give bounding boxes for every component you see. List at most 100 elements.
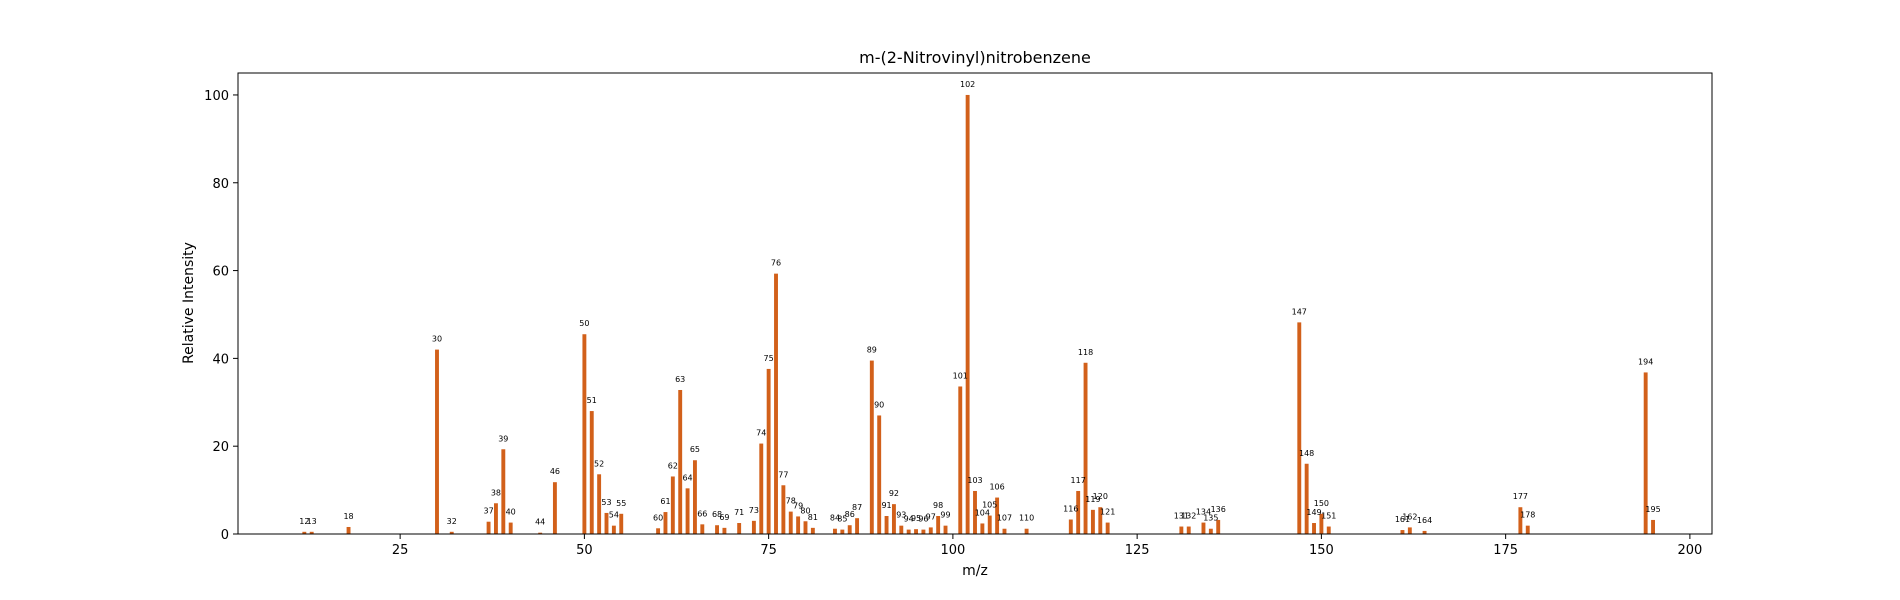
bar-label-mz-120: 120 [1093, 492, 1108, 501]
bar-label-mz-178: 178 [1520, 511, 1535, 520]
bar-label-mz-96: 96 [918, 515, 928, 524]
x-tick-label-200: 200 [1677, 543, 1702, 558]
x-axis-label: m/z [962, 563, 988, 579]
bar-label-mz-110: 110 [1019, 514, 1034, 523]
bar-label-mz-89: 89 [867, 346, 877, 355]
bar-label-mz-132: 132 [1181, 512, 1196, 521]
bar-mz-52 [597, 474, 602, 534]
bar-label-mz-90: 90 [874, 400, 884, 409]
bar-label-mz-99: 99 [940, 511, 950, 520]
bar-label-mz-74: 74 [756, 429, 766, 438]
bar-mz-164 [1422, 530, 1427, 534]
bar-mz-105 [987, 515, 992, 534]
bar-label-mz-76: 76 [771, 259, 781, 268]
bar-mz-131 [1179, 526, 1184, 534]
bar-label-mz-117: 117 [1071, 476, 1086, 485]
bar-mz-64 [685, 488, 690, 534]
x-tick-label-150: 150 [1309, 543, 1334, 558]
y-tick-label-80: 80 [212, 177, 229, 192]
y-tick-label-100: 100 [204, 89, 229, 104]
bar-label-mz-194: 194 [1638, 357, 1653, 366]
bar-label-mz-75: 75 [764, 354, 774, 363]
bar-mz-117 [1076, 490, 1081, 534]
bar-mz-177 [1518, 507, 1523, 534]
bar-mz-46 [552, 482, 557, 534]
bar-mz-30 [435, 349, 439, 534]
plot-frame [237, 72, 1713, 535]
bar-label-mz-121: 121 [1100, 508, 1115, 517]
bar-mz-63 [678, 389, 683, 534]
bar-mz-91 [884, 516, 889, 534]
bar-mz-86 [847, 525, 852, 534]
bar-mz-54 [611, 525, 616, 534]
bar-mz-161 [1400, 530, 1405, 534]
bar-mz-37 [486, 521, 491, 534]
bar-mz-80 [803, 521, 808, 534]
bar-label-mz-84: 84 [830, 514, 840, 523]
bar-mz-50 [582, 334, 587, 534]
bar-mz-162 [1407, 527, 1412, 534]
y-tick-label-0: 0 [221, 528, 229, 543]
y-tick-label-20: 20 [212, 440, 229, 455]
bar-label-mz-62: 62 [668, 461, 678, 470]
bar-label-mz-12: 12 [299, 517, 309, 526]
bar-label-mz-102: 102 [960, 80, 975, 89]
bar-label-mz-81: 81 [808, 513, 818, 522]
bar-mz-132 [1186, 526, 1191, 534]
x-tick-label-175: 175 [1493, 543, 1518, 558]
y-axis-label: Relative Intensity [181, 242, 197, 364]
bar-mz-90 [877, 415, 882, 534]
bar-mz-71 [737, 523, 742, 534]
bar-mz-85 [840, 529, 845, 534]
bar-mz-60 [656, 528, 661, 534]
bar-label-mz-65: 65 [690, 445, 700, 454]
bar-label-mz-151: 151 [1321, 512, 1336, 521]
bar-label-mz-44: 44 [535, 518, 545, 527]
bar-label-mz-161: 161 [1395, 515, 1410, 524]
bar-label-mz-106: 106 [989, 483, 1004, 492]
bar-label-mz-46: 46 [550, 467, 560, 476]
bar-label-mz-103: 103 [967, 476, 982, 485]
bar-mz-107 [1002, 528, 1007, 534]
bar-mz-95 [914, 529, 918, 534]
bar-label-mz-54: 54 [609, 511, 619, 520]
bar-label-mz-164: 164 [1417, 516, 1432, 525]
bar-label-mz-134: 134 [1196, 508, 1211, 517]
x-axis: 25 50 75 100 125 150 175 200 [392, 534, 1702, 558]
bar-mz-98 [936, 516, 941, 534]
bar-mz-62 [670, 476, 675, 534]
bar-mz-136 [1216, 519, 1221, 534]
bar-mz-135 [1208, 528, 1213, 534]
bar-mz-39 [501, 449, 506, 534]
bar-label-mz-119: 119 [1085, 495, 1100, 504]
bar-mz-40 [508, 522, 513, 534]
bar-label-mz-86: 86 [845, 510, 855, 519]
bar-mz-149 [1312, 523, 1316, 534]
bar-mz-77 [781, 485, 786, 534]
bar-label-mz-98: 98 [933, 501, 943, 510]
bar-mz-79 [796, 516, 801, 534]
bar-label-mz-131: 131 [1174, 512, 1189, 521]
bar-label-mz-39: 39 [498, 434, 508, 443]
y-tick-label-40: 40 [212, 352, 229, 367]
bar-label-mz-52: 52 [594, 459, 604, 468]
bar-mz-118 [1083, 362, 1088, 534]
bar-label-mz-195: 195 [1645, 505, 1660, 514]
bar-mz-96 [921, 529, 926, 534]
bar-mz-32 [449, 531, 454, 534]
bar-label-mz-61: 61 [660, 497, 670, 506]
bar-label-mz-149: 149 [1306, 508, 1321, 517]
bar-label-mz-13: 13 [307, 517, 317, 526]
bar-mz-89 [869, 360, 874, 534]
bar-label-mz-162: 162 [1402, 512, 1417, 521]
bar-label-mz-91: 91 [881, 501, 891, 510]
bar-mz-99 [943, 525, 948, 534]
bar-mz-65 [692, 460, 697, 534]
bar-mz-81 [810, 527, 815, 534]
bar-mz-84 [833, 528, 837, 534]
bar-label-mz-105: 105 [982, 501, 997, 510]
bar-label-mz-53: 53 [601, 498, 611, 507]
y-tick-label-60: 60 [212, 265, 229, 280]
bar-mz-119 [1090, 509, 1095, 534]
bar-label-mz-71: 71 [734, 508, 744, 517]
